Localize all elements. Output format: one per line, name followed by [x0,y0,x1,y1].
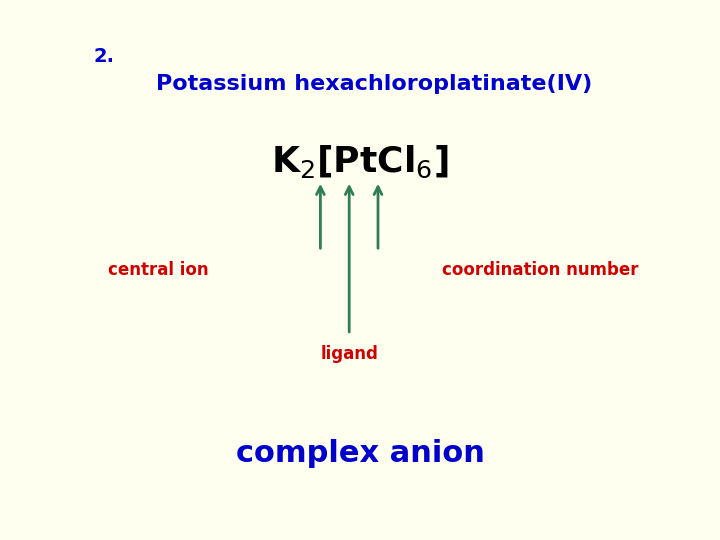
Text: coordination number: coordination number [442,261,638,279]
Text: 2.: 2. [94,47,114,66]
Text: Potassium hexachloroplatinate(IV): Potassium hexachloroplatinate(IV) [156,73,593,94]
Text: ligand: ligand [320,345,378,363]
Text: complex anion: complex anion [235,439,485,468]
Text: central ion: central ion [108,261,209,279]
Text: K$_2$[PtCl$_6$]: K$_2$[PtCl$_6$] [271,144,449,180]
